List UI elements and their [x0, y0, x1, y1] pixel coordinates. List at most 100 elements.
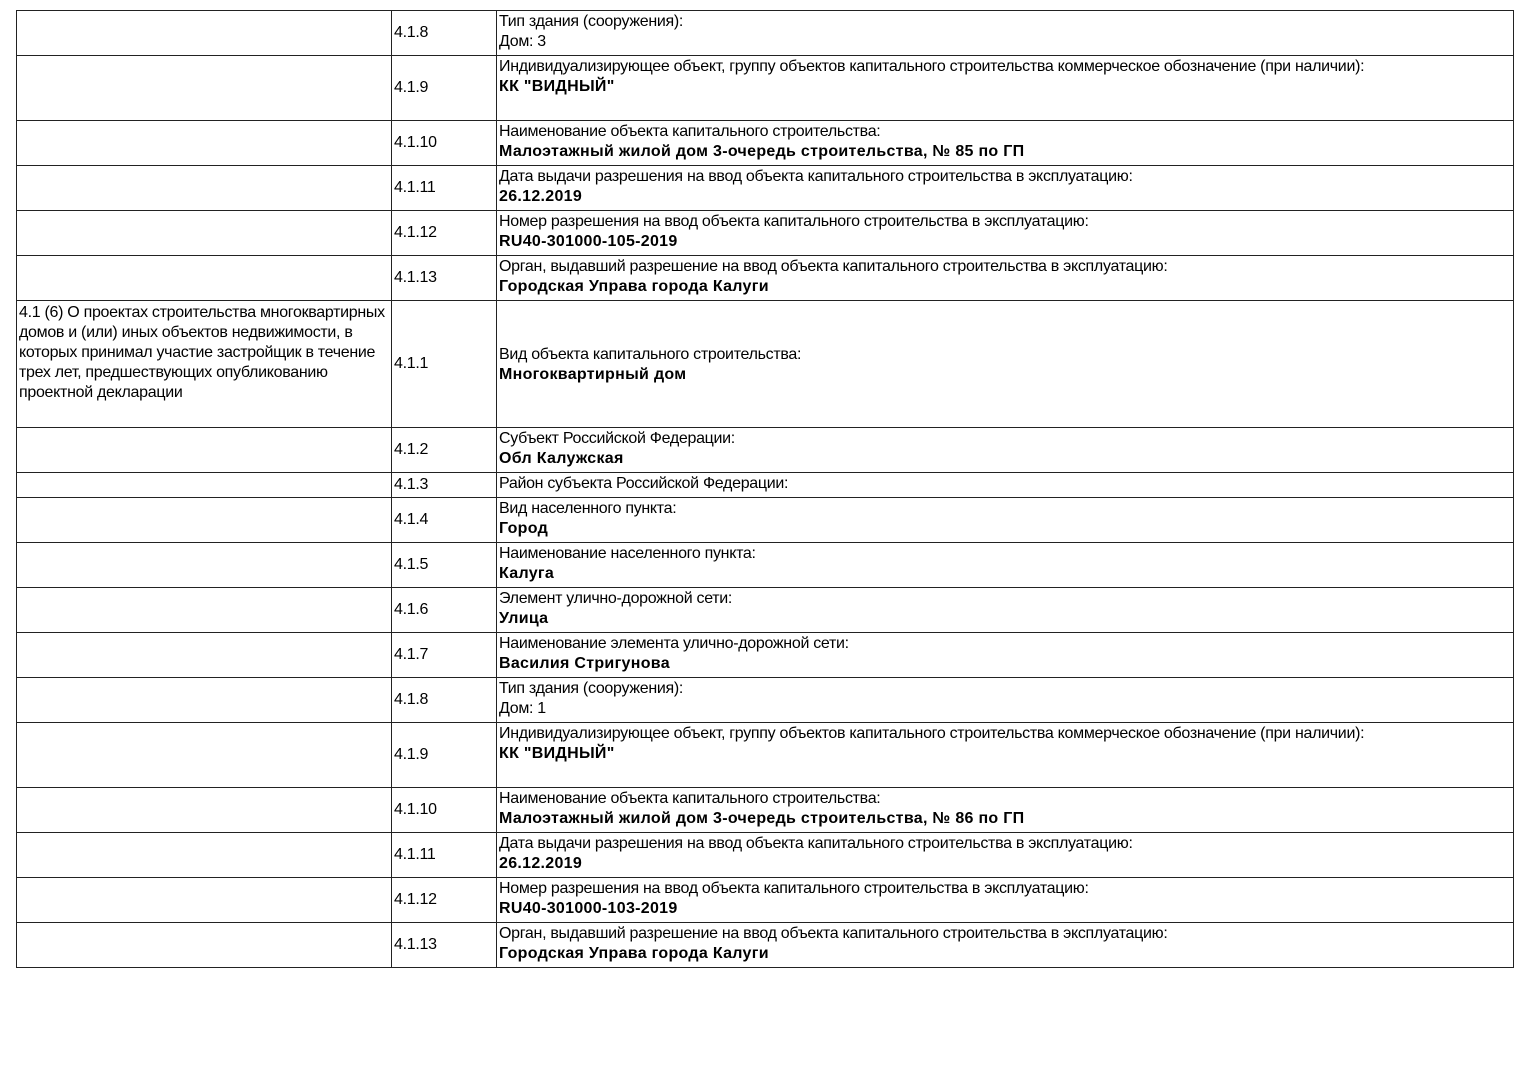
table-row: 4.1.12 Номер разрешения на ввод объекта …	[16, 210, 1514, 256]
item-content: Район субъекта Российской Федерации:	[496, 472, 1514, 498]
item-value: Василия Стригунова	[499, 655, 670, 672]
section-cell	[16, 120, 392, 166]
table-row: 4.1.9 Индивидуализирующее объект, группу…	[16, 722, 1514, 788]
item-value: Многоквартирный дом	[499, 365, 687, 383]
table-row: 4.1.13 Орган, выдавший разрешение на вво…	[16, 922, 1514, 968]
table-row: 4.1.8 Тип здания (сооружения): Дом: 3	[16, 10, 1514, 56]
item-content: Номер разрешения на ввод объекта капитал…	[496, 210, 1514, 256]
item-content: Субъект Российской Федерации: Обл Калужск…	[496, 427, 1514, 473]
item-content: Орган, выдавший разрешение на ввод объек…	[496, 922, 1514, 968]
item-label: Наименование объекта капитального строит…	[499, 790, 881, 807]
item-number: 4.1.2	[391, 427, 497, 473]
item-label: Район субъекта Российской Федерации:	[499, 475, 789, 492]
item-number: 4.1.10	[391, 120, 497, 166]
table-row: 4.1.7 Наименование элемента улично-дорож…	[16, 632, 1514, 678]
table-row: 4.1.9 Индивидуализирующее объект, группу…	[16, 55, 1514, 121]
item-label: Тип здания (сооружения):	[499, 680, 684, 697]
item-number: 4.1.3	[391, 472, 497, 498]
item-value: RU40-301000-103-2019	[499, 900, 678, 917]
item-value: Малоэтажный жилой дом 3-очередь строител…	[499, 143, 1025, 160]
item-value: 26.12.2019	[499, 188, 583, 205]
section-cell	[16, 677, 392, 723]
item-value: Городская Управа города Калуги	[499, 278, 769, 295]
table-row: 4.1 (6) О проектах строительства многокв…	[16, 300, 1514, 428]
table-row: 4.1.5 Наименование населенного пункта: Ка…	[16, 542, 1514, 588]
item-content: Номер разрешения на ввод объекта капитал…	[496, 877, 1514, 923]
item-value: КК "ВИДНЫЙ"	[499, 78, 615, 95]
item-content: Индивидуализирующее объект, группу объек…	[496, 722, 1514, 788]
item-value: Улица	[499, 610, 549, 627]
item-label: Индивидуализирующее объект, группу объек…	[499, 725, 1365, 742]
item-number: 4.1.13	[391, 922, 497, 968]
table-row: 4.1.2 Субъект Российской Федерации: Обл К…	[16, 427, 1514, 473]
item-label: Вид населенного пункта:	[499, 500, 677, 517]
item-label: Индивидуализирующее объект, группу объек…	[499, 58, 1365, 75]
item-label: Вид объекта капитального строительства:	[499, 345, 802, 363]
section-cell	[16, 542, 392, 588]
item-number: 4.1.10	[391, 787, 497, 833]
item-label: Номер разрешения на ввод объекта капитал…	[499, 213, 1089, 230]
item-label: Орган, выдавший разрешение на ввод объек…	[499, 258, 1168, 275]
item-content: Вид объекта капитального строительства: М…	[496, 300, 1514, 428]
section-cell	[16, 497, 392, 543]
item-label: Номер разрешения на ввод объекта капитал…	[499, 880, 1089, 897]
item-label: Наименование населенного пункта:	[499, 545, 756, 562]
table-row: 4.1.10 Наименование объекта капитального…	[16, 120, 1514, 166]
table-row: 4.1.13 Орган, выдавший разрешение на вво…	[16, 255, 1514, 301]
section-cell	[16, 427, 392, 473]
item-value: КК "ВИДНЫЙ"	[499, 745, 615, 762]
item-number: 4.1.11	[391, 165, 497, 211]
table-row: 4.1.12 Номер разрешения на ввод объекта …	[16, 877, 1514, 923]
item-number: 4.1.6	[391, 587, 497, 633]
section-cell	[16, 472, 392, 498]
section-cell	[16, 255, 392, 301]
item-label: Элемент улично-дорожной сети:	[499, 590, 733, 607]
table-row: 4.1.3 Район субъекта Российской Федераци…	[16, 472, 1514, 498]
item-content: Наименование элемента улично-дорожной се…	[496, 632, 1514, 678]
section-cell	[16, 10, 392, 56]
item-content: Орган, выдавший разрешение на ввод объек…	[496, 255, 1514, 301]
item-content: Дата выдачи разрешения на ввод объекта к…	[496, 832, 1514, 878]
section-cell	[16, 922, 392, 968]
item-number: 4.1.4	[391, 497, 497, 543]
section-cell	[16, 165, 392, 211]
item-number: 4.1.11	[391, 832, 497, 878]
table-row: 4.1.10 Наименование объекта капитального…	[16, 787, 1514, 833]
section-cell: 4.1 (6) О проектах строительства многокв…	[16, 300, 392, 428]
item-content: Наименование населенного пункта: Калуга	[496, 542, 1514, 588]
item-number: 4.1.9	[391, 55, 497, 121]
item-number: 4.1.1	[391, 300, 497, 428]
item-label: Орган, выдавший разрешение на ввод объек…	[499, 925, 1168, 942]
item-label: Наименование объекта капитального строит…	[499, 123, 881, 140]
item-value: Город	[499, 520, 549, 537]
item-label: Дата выдачи разрешения на ввод объекта к…	[499, 168, 1133, 185]
section-cell	[16, 210, 392, 256]
item-content: Наименование объекта капитального строит…	[496, 787, 1514, 833]
item-number: 4.1.9	[391, 722, 497, 788]
item-number: 4.1.12	[391, 210, 497, 256]
section-cell	[16, 632, 392, 678]
table-row: 4.1.8 Тип здания (сооружения): Дом: 1	[16, 677, 1514, 723]
item-number: 4.1.8	[391, 677, 497, 723]
section-cell	[16, 832, 392, 878]
item-value: Калуга	[499, 565, 555, 582]
item-content: Дата выдачи разрешения на ввод объекта к…	[496, 165, 1514, 211]
table-row: 4.1.11 Дата выдачи разрешения на ввод об…	[16, 832, 1514, 878]
section-cell	[16, 877, 392, 923]
table-row: 4.1.4 Вид населенного пункта: Город	[16, 497, 1514, 543]
item-label: Наименование элемента улично-дорожной се…	[499, 635, 849, 652]
item-number: 4.1.13	[391, 255, 497, 301]
section-cell	[16, 587, 392, 633]
item-number: 4.1.5	[391, 542, 497, 588]
item-content: Наименование объекта капитального строит…	[496, 120, 1514, 166]
item-value: Обл Калужская	[499, 450, 624, 467]
item-value: Дом: 1	[499, 700, 546, 717]
item-content: Элемент улично-дорожной сети: Улица	[496, 587, 1514, 633]
item-content: Индивидуализирующее объект, группу объек…	[496, 55, 1514, 121]
item-content: Тип здания (сооружения): Дом: 1	[496, 677, 1514, 723]
item-label: Тип здания (сооружения):	[499, 13, 684, 30]
item-content: Вид населенного пункта: Город	[496, 497, 1514, 543]
item-label: Субъект Российской Федерации:	[499, 430, 735, 447]
item-value: 26.12.2019	[499, 855, 583, 872]
item-number: 4.1.8	[391, 10, 497, 56]
